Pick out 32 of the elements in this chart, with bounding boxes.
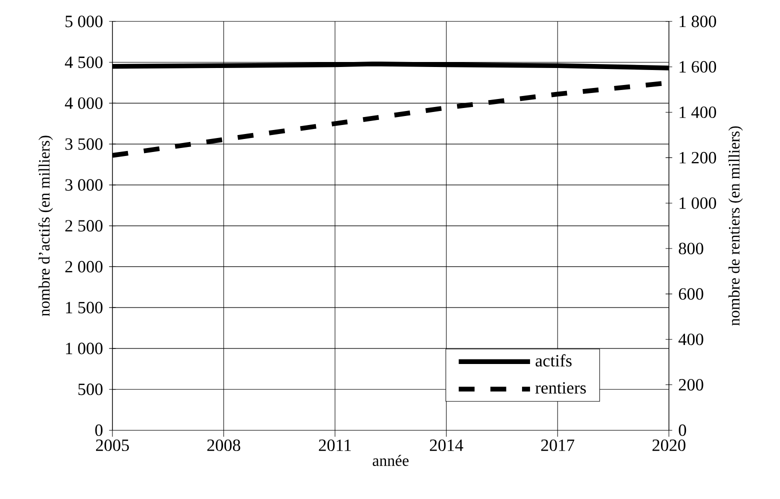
y-tick-label: 2 000: [65, 260, 102, 272]
y2-tick-label: 1 200: [680, 152, 716, 164]
y2-tick-label: 1 000: [680, 197, 716, 209]
y-tick-label: 3 000: [65, 178, 102, 190]
y-tick-label: 3 500: [65, 138, 102, 150]
y2-tick-label: 800: [678, 242, 704, 254]
y2-axis-title: nombre de rentiers (en milliers): [728, 126, 743, 326]
y-tick-label: 1 500: [66, 302, 102, 314]
y-tick-label: 1 000: [66, 342, 102, 354]
y2-tick-label: 1 400: [680, 106, 716, 118]
y-tick-label: 4 500: [64, 56, 102, 68]
legend-label: actifs: [536, 354, 572, 366]
x-tick-label: 2020: [652, 439, 686, 451]
y2-tick-label: 600: [678, 288, 704, 300]
x-tick-label: 2008: [207, 439, 240, 451]
x-tick-label: 2014: [430, 439, 464, 451]
y-tick-label: 2 500: [65, 220, 102, 232]
x-tick-label: 2017: [541, 439, 574, 451]
y2-tick-label: 400: [678, 333, 704, 345]
x-tick-label: 2011: [318, 439, 351, 451]
y-tick-label: 500: [78, 383, 102, 395]
legend-label: rentiers: [535, 382, 586, 394]
y-tick-label: 0: [95, 424, 102, 436]
y2-tick-label: 1 800: [680, 15, 716, 27]
y2-tick-label: 1 600: [680, 60, 716, 72]
y-tick-label: 5 000: [66, 15, 102, 27]
y2-tick-label: 0: [678, 424, 686, 436]
y-tick-label: 4 000: [64, 97, 102, 109]
x-tick-label: 2005: [96, 439, 129, 451]
x-axis-title: année: [372, 454, 409, 466]
y-axis-title: nombre d’actifs (en milliers): [38, 136, 53, 316]
y2-tick-label: 200: [678, 378, 704, 390]
